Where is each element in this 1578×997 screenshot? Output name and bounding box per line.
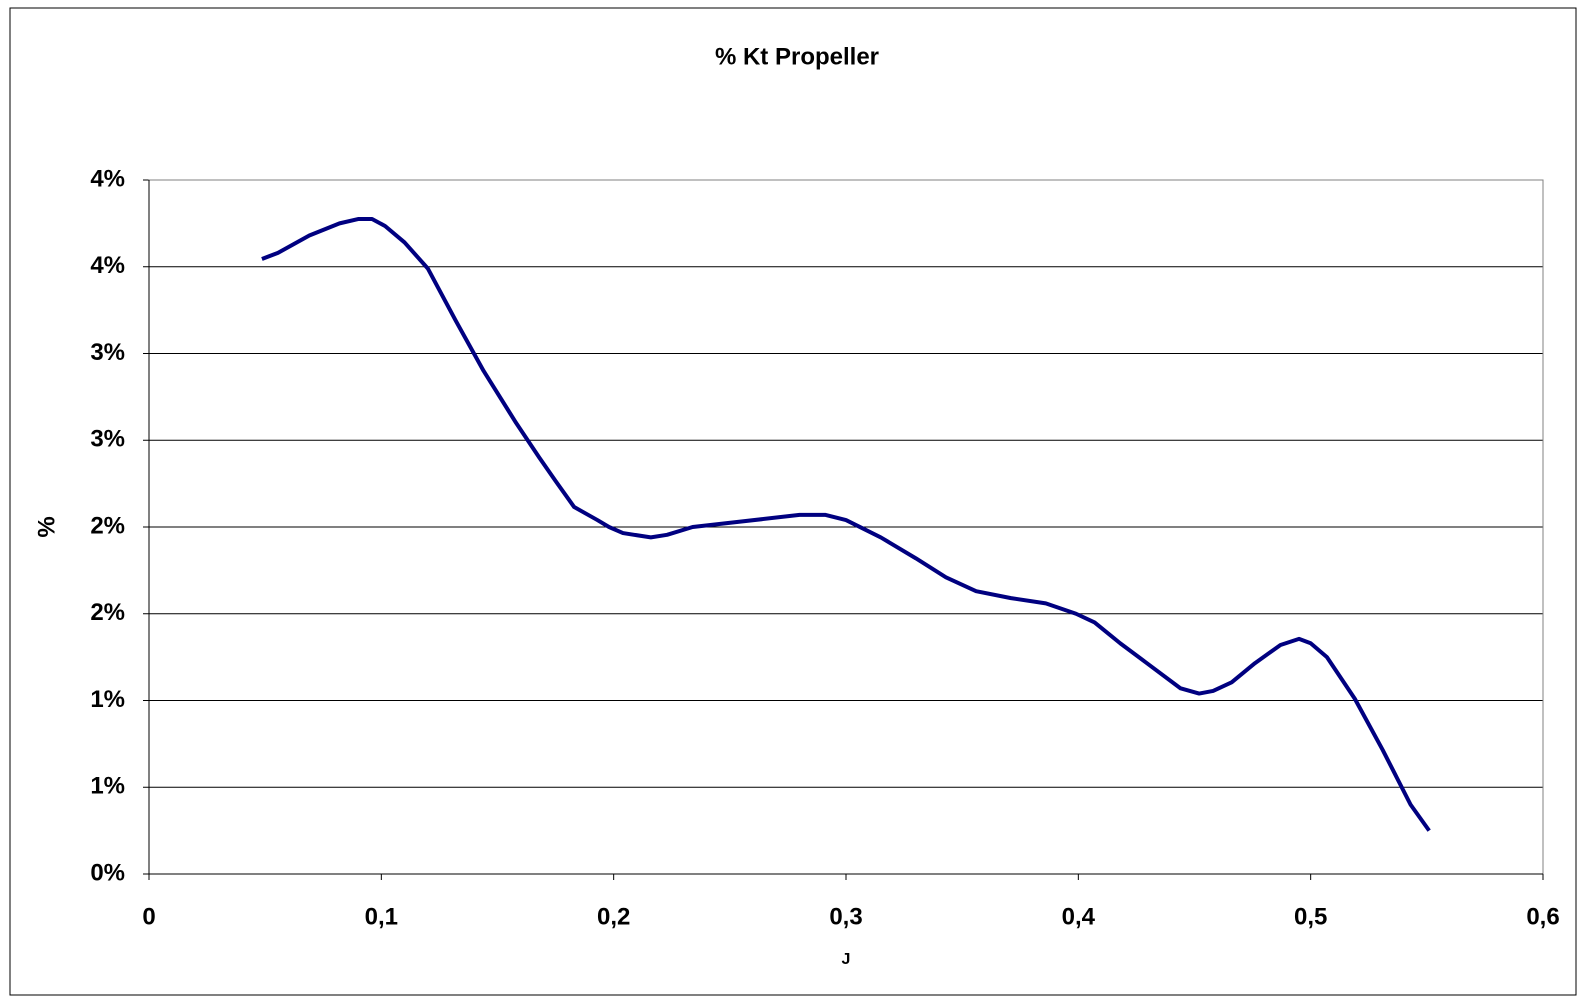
y-axis-label: %: [33, 516, 60, 537]
y-tick-label: 0%: [90, 859, 125, 886]
y-tick-label: 1%: [90, 686, 125, 713]
y-tick-label: 3%: [90, 339, 125, 366]
y-tick-label: 3%: [90, 426, 125, 453]
y-tick-label: 1%: [90, 773, 125, 800]
chart: % Kt Propeller J % 0% 1% 1% 2% 2% 3% 3% 4% 4% 0 0,…: [0, 0, 1578, 997]
y-tick-label: 4%: [90, 252, 125, 279]
x-tick-label: 0,4: [1062, 903, 1096, 930]
x-axis-label: J: [842, 951, 851, 968]
x-tick-label: 0,3: [829, 903, 862, 930]
x-tick-label: 0,2: [597, 903, 630, 930]
x-tick-label: 0: [142, 903, 155, 930]
y-tick-label: 4%: [90, 165, 125, 192]
y-tick-label: 2%: [90, 512, 125, 539]
chart-title: % Kt Propeller: [715, 43, 879, 70]
x-tick-label: 0,5: [1294, 903, 1327, 930]
chart-frame: [10, 8, 1576, 995]
y-tick-label: 2%: [90, 599, 125, 626]
x-tick-label: 0,6: [1526, 903, 1559, 930]
x-tick-label: 0,1: [365, 903, 398, 930]
